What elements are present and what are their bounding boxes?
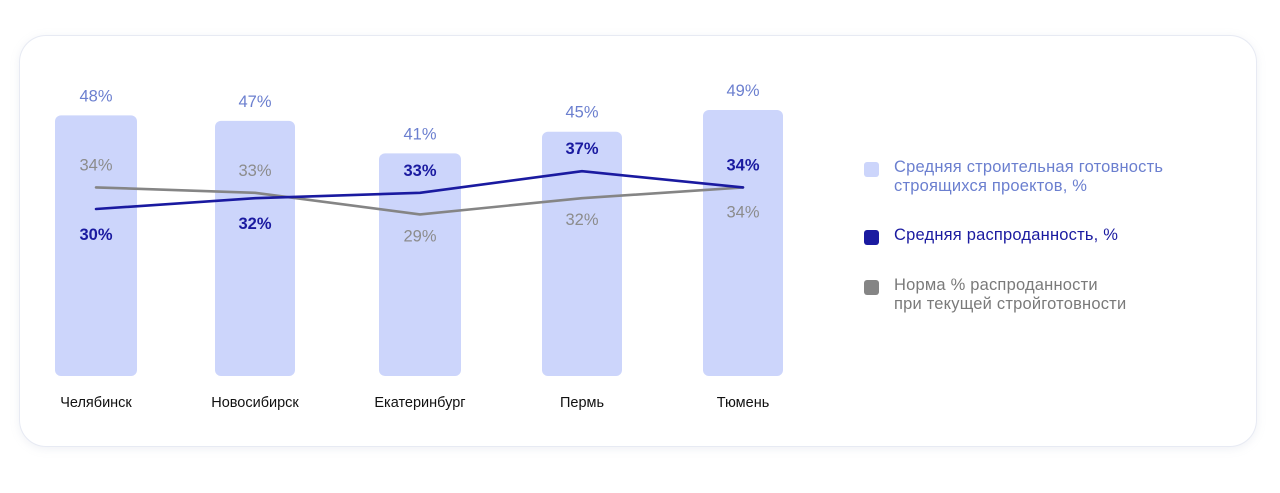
bar-value-label-1: 47% [238,93,271,111]
sales-value-label-0: 30% [79,226,112,244]
bar-0 [55,115,137,376]
norm-line [94,186,745,216]
bar-value-label-2: 41% [403,125,436,143]
category-label-4: Тюмень [717,395,770,411]
sales-line [94,169,745,211]
norm-value-label-3: 32% [565,211,598,229]
bar-1 [215,120,295,376]
bar-3 [542,131,622,376]
category-label-2: Екатеринбург [374,395,465,411]
sales-value-label-2: 33% [403,162,436,180]
sales-value-label-4: 34% [726,156,759,174]
bar-2 [379,153,461,376]
legend-item-construction-readiness: Средняя строительная готовность строящих… [864,158,1163,196]
norm-value-label-0: 34% [79,156,112,174]
legend-swatch-bar [864,162,879,177]
legend-swatch-norm-line [864,280,879,295]
norm-value-label-1: 33% [238,162,271,180]
bar-value-label-3: 45% [565,104,598,122]
sales-value-label-1: 32% [238,215,271,233]
legend-item-norm: Норма % распроданности при текущей строй… [864,276,1126,314]
bar-value-label-4: 49% [726,82,759,100]
norm-value-label-2: 29% [403,227,436,245]
bar-4 [703,110,783,376]
legend-label-construction-readiness: Средняя строительная готовность строящих… [894,158,1164,195]
legend-label-norm: Норма % распроданности при текущей строй… [894,276,1127,313]
bar-value-label-0: 48% [79,87,112,105]
legend-item-sales: Средняя распроданность, % [864,226,1118,245]
category-label-0: Челябинск [60,395,132,411]
chart-plot: 48% Челябинск 47% Новосибирск 41% Екатеринбур… [55,82,783,411]
legend-swatch-sales-line [864,230,879,245]
chart-card: 48% Челябинск 47% Новосибирск 41% Екатеринбур… [20,36,1256,446]
norm-value-label-4: 34% [726,203,759,221]
category-label-3: Пермь [560,395,604,411]
category-label-1: Новосибирск [211,395,299,411]
sales-value-label-3: 37% [565,140,598,158]
legend-label-sales: Средняя распроданность, % [894,226,1119,244]
